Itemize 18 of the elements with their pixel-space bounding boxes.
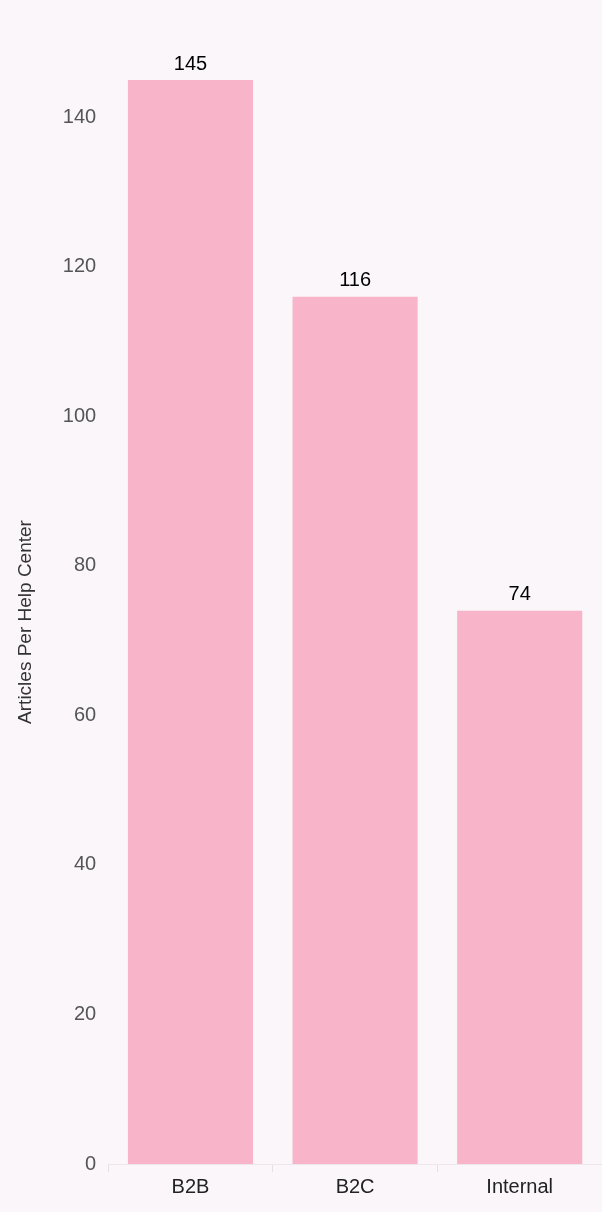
y-tick-label: 20	[73, 1002, 97, 1024]
y-tick-label: 120	[62, 254, 97, 277]
y-tick-label: 40	[73, 852, 97, 875]
data-label: 74	[508, 582, 531, 605]
bar	[292, 296, 418, 1164]
y-tick-label: 80	[73, 553, 97, 576]
y-tick-label: 140	[62, 104, 97, 127]
y-axis-title: Articles Per Help Center	[13, 519, 35, 724]
bar	[127, 80, 254, 1164]
y-tick-label: 60	[73, 702, 97, 725]
x-tick-label: B2B	[171, 1174, 210, 1197]
y-tick-label: 100	[62, 403, 97, 426]
y-tick-label: 0	[85, 1151, 97, 1174]
data-label: 145	[173, 51, 208, 74]
data-label: 116	[339, 268, 372, 291]
x-tick-label: B2C	[335, 1174, 375, 1197]
x-tick-label: Internal	[486, 1174, 554, 1197]
bar	[457, 610, 583, 1164]
